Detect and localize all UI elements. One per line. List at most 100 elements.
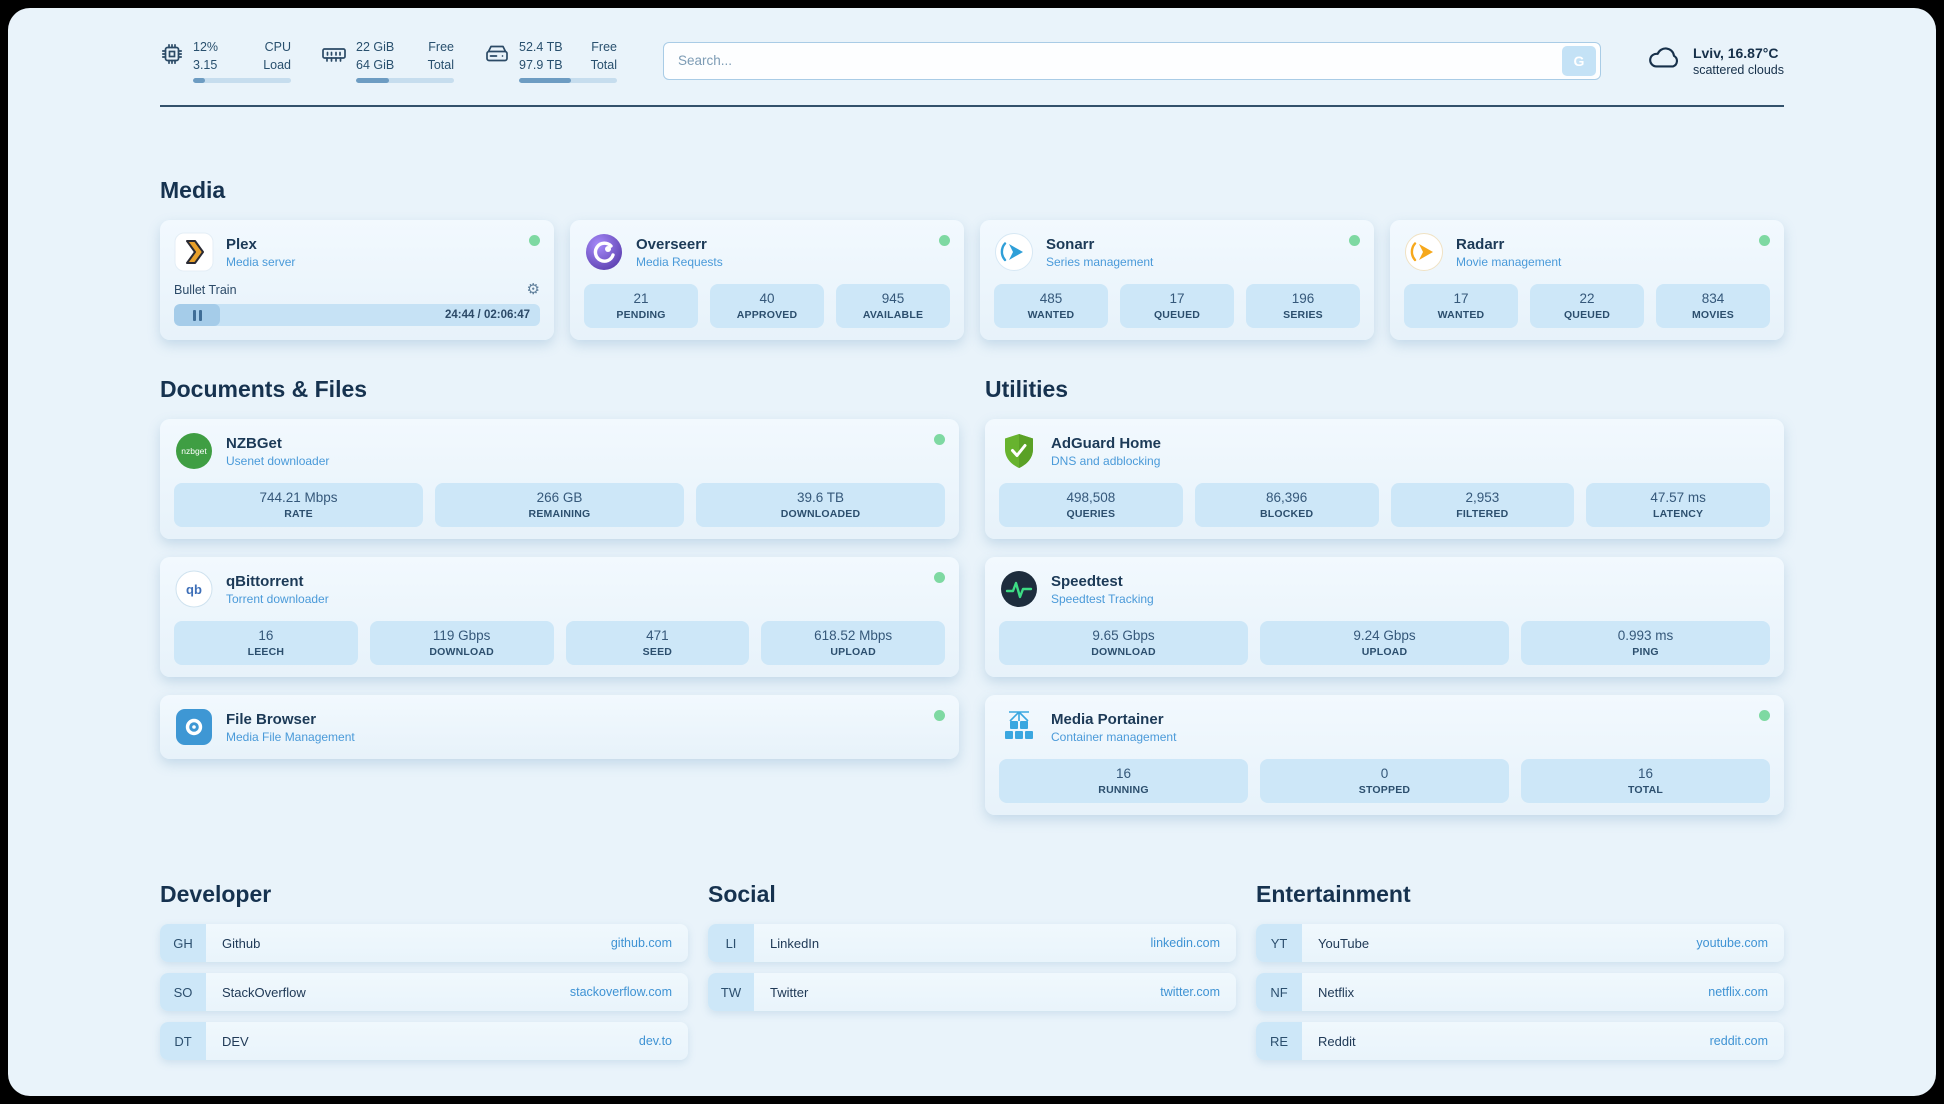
bookmark-reddit[interactable]: RE Reddit reddit.com: [1256, 1022, 1784, 1061]
bookmark-url[interactable]: reddit.com: [1709, 1034, 1768, 1049]
ram-total-label: Total: [427, 58, 454, 73]
plex-icon: [174, 232, 214, 272]
status-dot: [934, 710, 945, 722]
qbittorrent-icon: qb: [174, 569, 214, 609]
stat-box: 21 PENDING: [584, 284, 698, 329]
cpu-usage-label: CPU: [264, 40, 291, 54]
stat-box: 834 MOVIES: [1656, 284, 1770, 329]
bookmark-name: StackOverflow: [222, 984, 306, 1000]
app-subtitle: Media Requests: [636, 254, 723, 269]
search-bar[interactable]: G: [663, 41, 1601, 80]
app-title: NZBGet: [226, 434, 282, 452]
bookmark-name: YouTube: [1318, 935, 1370, 951]
plex-card[interactable]: Plex Media server Bullet Train ⚙ 24:44 /…: [160, 220, 554, 341]
bookmark-twitter[interactable]: TW Twitter twitter.com: [708, 973, 1236, 1012]
radarr-card[interactable]: Radarr Movie management 17 WANTED 22 QUE…: [1390, 220, 1784, 341]
stat-value: 17: [1453, 291, 1469, 307]
stat-box: 16 LEECH: [174, 621, 358, 666]
bookmark-name: Github: [222, 935, 261, 951]
app-title: Media Portainer: [1051, 710, 1164, 728]
stat-value: 119 Gbps: [432, 628, 491, 644]
bookmark-url[interactable]: github.com: [610, 936, 672, 951]
cloud-icon: [1647, 44, 1683, 77]
app-subtitle: Movie management: [1456, 254, 1562, 269]
stat-box: 9.65 Gbps DOWNLOAD: [999, 621, 1248, 666]
bookmark-abbr: GH: [160, 924, 206, 963]
bookmark-name: LinkedIn: [770, 935, 820, 951]
status-dot: [939, 235, 950, 247]
bookmark-name: Reddit: [1318, 1033, 1356, 1049]
adguard-card[interactable]: AdGuard Home DNS and adblocking 498,508 …: [985, 419, 1784, 540]
bookmark-url[interactable]: dev.to: [638, 1034, 672, 1049]
media-grid: Plex Media server Bullet Train ⚙ 24:44 /…: [160, 220, 1784, 341]
bookmark-url[interactable]: youtube.com: [1696, 936, 1768, 951]
portainer-icon: [999, 707, 1039, 747]
stat-box: 40 APPROVED: [710, 284, 824, 329]
stat-box: 744.21 Mbps RATE: [174, 483, 423, 528]
disk-total-label: Total: [590, 58, 617, 73]
status-dot: [934, 572, 945, 584]
sonarr-card[interactable]: Sonarr Series management 485 WANTED 17 Q…: [980, 220, 1374, 341]
stat-value: 945: [881, 291, 905, 307]
bookmark-url[interactable]: linkedin.com: [1150, 936, 1220, 951]
bookmarks-entertainment: Entertainment YT YouTube youtube.com NF …: [1256, 881, 1784, 1061]
app-title: AdGuard Home: [1051, 434, 1162, 452]
stat-box: 266 GB REMAINING: [435, 483, 684, 528]
bookmark-linkedin[interactable]: LI LinkedIn linkedin.com: [708, 924, 1236, 963]
bookmark-url[interactable]: stackoverflow.com: [569, 985, 672, 1000]
stat-label: LATENCY: [1653, 508, 1704, 521]
nzbget-card[interactable]: nzbget NZBGet Usenet downloader 74: [160, 419, 959, 540]
portainer-card[interactable]: Media Portainer Container management 16 …: [985, 695, 1784, 816]
overseerr-card[interactable]: Overseerr Media Requests 21 PENDING 40 A…: [570, 220, 964, 341]
status-dot: [1759, 235, 1770, 247]
bookmark-url[interactable]: netflix.com: [1708, 985, 1768, 1000]
stat-value: 16: [1637, 766, 1654, 782]
cpu-stat-widget: 12% 3.15 CPU Load: [160, 38, 291, 84]
app-subtitle: Speedtest Tracking: [1051, 591, 1154, 606]
bookmark-youtube[interactable]: YT YouTube youtube.com: [1256, 924, 1784, 963]
stat-box: 17 QUEUED: [1120, 284, 1234, 329]
stat-value: 618.52 Mbps: [814, 628, 893, 644]
bookmark-url[interactable]: twitter.com: [1160, 985, 1220, 1000]
stat-value: 39.6 TB: [796, 490, 845, 506]
bookmark-abbr: YT: [1256, 924, 1302, 963]
middle-columns: Documents & Files nzbget: [160, 376, 1784, 816]
stat-label: BLOCKED: [1259, 508, 1314, 521]
adguard-shield-icon: [999, 431, 1039, 471]
cpu-usage-value: 12%: [193, 40, 219, 54]
stat-label: MOVIES: [1691, 309, 1735, 322]
bookmark-netflix[interactable]: NF Netflix netflix.com: [1256, 973, 1784, 1012]
speedtest-icon: [999, 569, 1039, 609]
bookmark-github[interactable]: GH Github github.com: [160, 924, 688, 963]
bookmark-dev[interactable]: DT DEV dev.to: [160, 1022, 688, 1061]
ram-free-label: Free: [428, 40, 454, 54]
stat-value: 266 GB: [536, 490, 583, 506]
qbittorrent-card[interactable]: qb qBittorrent Torrent downloader: [160, 557, 959, 678]
stat-value: 498,508: [1066, 490, 1116, 506]
stat-box: 22 QUEUED: [1530, 284, 1644, 329]
app-title: Plex: [226, 235, 257, 253]
search-input[interactable]: [678, 53, 1562, 69]
bookmark-stackoverflow[interactable]: SO StackOverflow stackoverflow.com: [160, 973, 688, 1012]
weather-location: Lviv, 16.87°C: [1692, 44, 1779, 61]
stat-box: 0 STOPPED: [1260, 759, 1509, 804]
settings-gear-icon[interactable]: ⚙: [526, 281, 540, 299]
stat-box: 16 TOTAL: [1521, 759, 1770, 804]
bookmark-abbr: NF: [1256, 973, 1302, 1012]
speedtest-card[interactable]: Speedtest Speedtest Tracking 9.65 Gbps D…: [985, 557, 1784, 678]
pause-button[interactable]: [174, 304, 220, 327]
app-subtitle: DNS and adblocking: [1051, 453, 1161, 468]
stat-label: WANTED: [1437, 309, 1485, 322]
disk-progress-bar: [519, 78, 617, 84]
playback-bar[interactable]: 24:44 / 02:06:47: [174, 304, 540, 327]
ram-stat-widget: 22 GiB 64 GiB Free Total: [321, 38, 454, 84]
search-engine-button[interactable]: G: [1561, 45, 1596, 76]
ram-free-value: 22 GiB: [356, 40, 395, 54]
cpu-icon: [160, 42, 184, 66]
filebrowser-card[interactable]: File Browser Media File Management: [160, 695, 959, 760]
now-playing-title: Bullet Train: [174, 282, 237, 297]
cpu-load-value: 3.15: [193, 58, 218, 73]
stat-label: STOPPED: [1358, 784, 1411, 797]
bookmark-name: Netflix: [1318, 984, 1355, 1000]
system-stats: 12% 3.15 CPU Load: [160, 38, 617, 84]
